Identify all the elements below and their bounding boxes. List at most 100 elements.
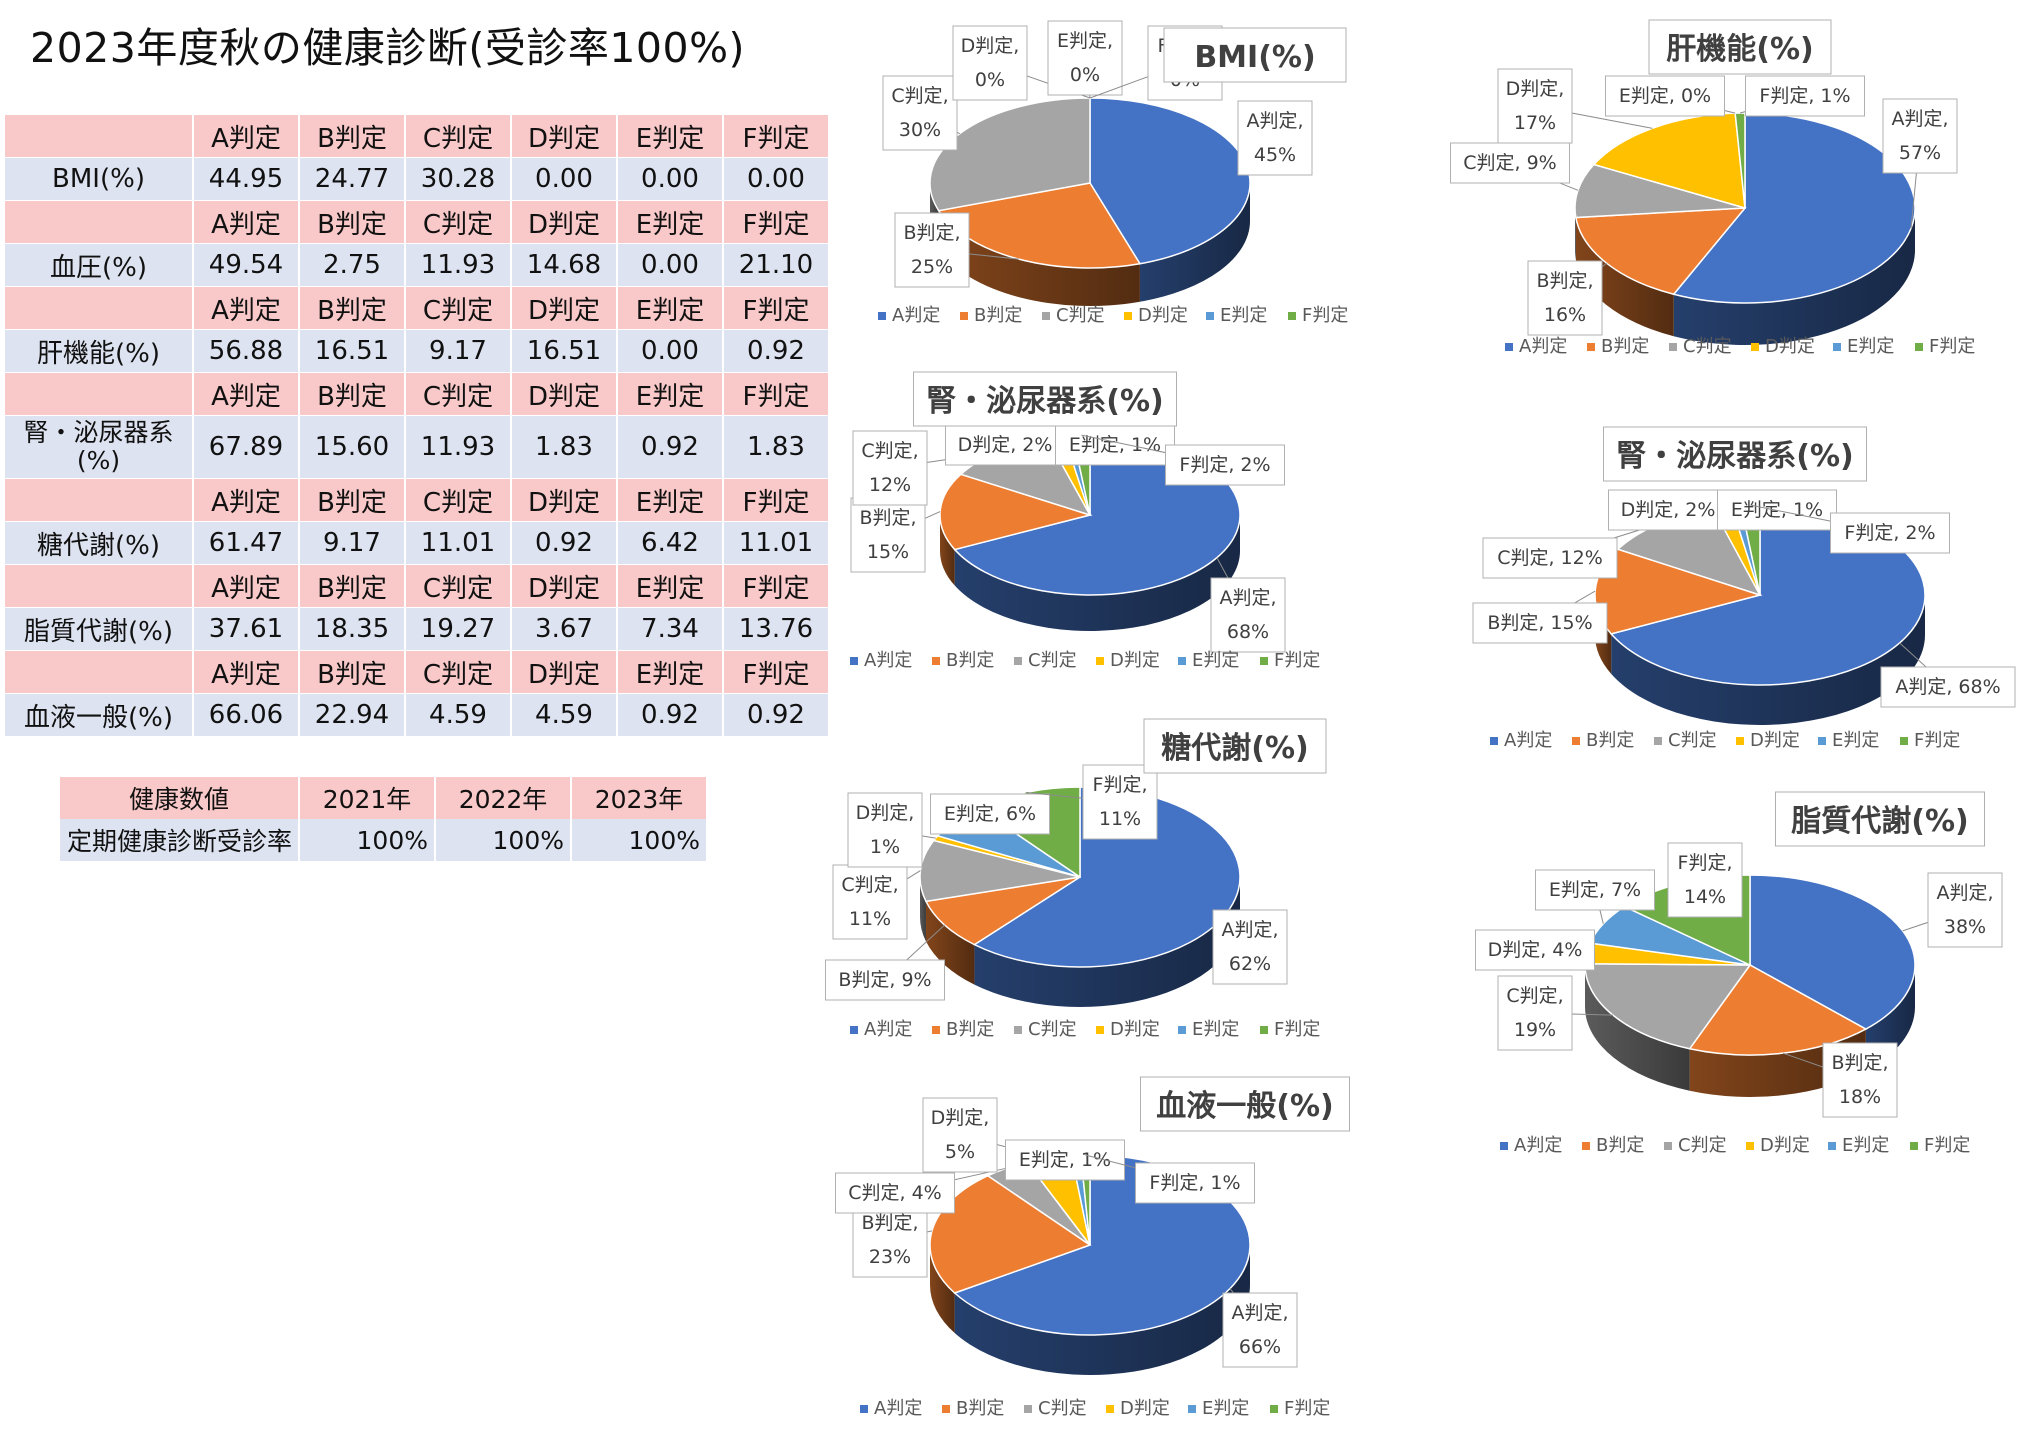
pie-top (929, 97, 1251, 269)
legend-label-A判定: A判定 (864, 1019, 912, 1040)
result-value-row: 血液一般(%) 66.06 22.94 4.59 4.59 0.92 0.92 (5, 693, 830, 737)
result-value-cell: 0.92 (723, 693, 830, 737)
legend-swatch-A判定 (1500, 1142, 1508, 1150)
legend-label-E判定: E判定 (1202, 1398, 1249, 1419)
data-label-A判定: A判定, 68% (1219, 587, 1276, 643)
pie-slice-side-B判定 (930, 1245, 955, 1334)
legend-label-F判定: F判定 (1274, 650, 1320, 671)
data-label-box (1005, 1139, 1125, 1181)
chart-title-box (913, 371, 1177, 427)
chart-legend: A判定 B判定 C判定 D判定 E判定 F判定 (1490, 730, 1960, 751)
grade-header-cell: A判定 (193, 372, 300, 416)
pie-side-walls (920, 877, 1240, 1007)
pie-slice-C判定 (929, 97, 1091, 212)
legend-swatch-D判定 (1746, 1142, 1754, 1150)
legend-swatch-B判定 (932, 657, 940, 665)
data-label-box (1667, 842, 1743, 918)
result-value-cell: 14.68 (511, 243, 618, 287)
grade-header-cell: B判定 (299, 564, 406, 608)
glucose-pie-chart: A判定, 62% B判定, 9% C判定, 11% D判定, 1% E判定, 6% F判定, 11… (825, 718, 1327, 1040)
blood-pie-chart: A判定, 66% B判定, 23% C判定, 4% D判定, 5% E判定, 1% F判定, 1… (835, 1076, 1350, 1419)
legend-swatch-A判定 (878, 312, 886, 320)
legend-label-C判定: C判定 (1678, 1135, 1727, 1156)
data-label-D判定: D判定, 4% (1488, 939, 1583, 961)
grade-header-cell: E判定 (617, 200, 724, 244)
lipid-pie-chart: A判定, 38% B判定, 18% C判定, 19% D判定, 4% E判定, 7% F判定, 1… (1475, 791, 2003, 1156)
data-label-box (1608, 489, 1728, 531)
legend-swatch-D判定 (1096, 657, 1104, 665)
data-label-box (1055, 424, 1175, 466)
data-label-box (1237, 100, 1313, 176)
legend-swatch-D判定 (1751, 343, 1759, 351)
data-label-C判定: C判定, 11% (841, 874, 898, 930)
pie-data-labels: A判定, 66% B判定, 23% C判定, 4% D判定, 5% E判定, 1% F判定, 1… (835, 1097, 1298, 1368)
kidney-pie-chart-left: A判定, 68% B判定, 15% C判定, 12% D判定, 2% E判定, 1% F判定, … (850, 371, 1320, 671)
legend-label-D判定: D判定 (1760, 1135, 1810, 1156)
data-label-box (1047, 20, 1123, 96)
chart-title-box (1140, 1076, 1350, 1132)
data-label-B判定: B判定, 16% (1536, 270, 1593, 326)
grade-header-cell: C判定 (405, 478, 512, 522)
legend-swatch-A判定 (860, 1405, 868, 1413)
data-label-box (930, 793, 1050, 835)
rate-row-label: 定期健康診断受診率 (60, 819, 300, 861)
grade-header-cell: E判定 (617, 372, 724, 416)
data-label-box (852, 1202, 928, 1278)
data-label-box (922, 1097, 998, 1173)
data-label-E判定: E判定, 1% (1019, 1149, 1111, 1171)
legend-label-F判定: F判定 (1302, 305, 1348, 326)
result-value-cell: 7.34 (617, 607, 724, 651)
data-label-D判定: D判定, 17% (1506, 78, 1565, 134)
legend-label-F判定: F判定 (1274, 1019, 1320, 1040)
result-value-cell: 19.27 (405, 607, 512, 651)
grade-header-cell: B判定 (299, 200, 406, 244)
pie-data-labels: A判定, 38% B判定, 18% C判定, 19% D判定, 4% E判定, 7% F判定, 1… (1475, 842, 2003, 1118)
data-label-box (1472, 602, 1608, 644)
grade-header-cell: A判定 (193, 564, 300, 608)
data-label-box (850, 497, 926, 573)
legend-label-C判定: C判定 (1683, 336, 1732, 357)
result-value-cell: 0.00 (617, 157, 724, 201)
data-label-B判定: B判定, 15% (1487, 612, 1592, 634)
data-label-C判定: C判定, 19% (1506, 985, 1563, 1041)
data-label-box (1165, 444, 1285, 486)
result-value-cell: 0.00 (617, 329, 724, 373)
grade-header-cell: E判定 (617, 478, 724, 522)
legend-label-B判定: B判定 (1601, 336, 1649, 357)
legend-label-F判定: F判定 (1914, 730, 1960, 751)
result-value-row: 腎・泌尿器系 (%) 67.89 15.60 11.93 1.83 0.92 1.83 (5, 415, 830, 479)
legend-swatch-A判定 (850, 1026, 858, 1034)
data-label-box (1222, 1292, 1298, 1368)
grade-header-row: A判定 B判定 C判定 D判定 E判定 F判定 (5, 115, 830, 158)
header-blank-cell (5, 478, 194, 522)
pie-slice-side-B判定 (1575, 217, 1674, 337)
data-label-box (882, 75, 958, 151)
legend-swatch-F判定 (1270, 1405, 1278, 1413)
result-value-cell: 0.92 (617, 415, 724, 479)
chart-legend: A判定 B判定 C判定 D判定 E判定 F判定 (1500, 1135, 1970, 1156)
data-label-box (835, 1172, 955, 1214)
grade-header-cell: E判定 (617, 564, 724, 608)
result-value-cell: 24.77 (299, 157, 406, 201)
legend-label-E判定: E判定 (1847, 336, 1894, 357)
data-label-F判定: F判定, 11% (1093, 774, 1148, 830)
legend-swatch-C判定 (1669, 343, 1677, 351)
chart-legend: A判定 B判定 C判定 D判定 E判定 F判定 (878, 305, 1348, 326)
legend-label-A判定: A判定 (864, 650, 912, 671)
chart-legend: A判定 B判定 C判定 D判定 E判定 F判定 (1505, 336, 1975, 357)
legend-label-D判定: D判定 (1110, 1019, 1160, 1040)
result-value-row: 脂質代謝(%) 37.61 18.35 19.27 3.67 7.34 13.76 (5, 607, 830, 651)
legend-swatch-C判定 (1664, 1142, 1672, 1150)
pie-slice-side-C判定 (1585, 965, 1690, 1091)
data-label-B判定: B判定, 18% (1831, 1052, 1888, 1108)
pie-data-labels: A判定, 68% B判定, 15% C判定, 12% D判定, 2% E判定, 1% F判定, … (850, 424, 1286, 653)
grade-header-row: A判定 B判定 C判定 D判定 E判定 F判定 (5, 286, 830, 330)
grade-header-cell: F判定 (723, 564, 830, 608)
legend-swatch-E判定 (1206, 312, 1214, 320)
legend-label-A判定: A判定 (1504, 730, 1552, 751)
header-blank-cell (5, 115, 194, 158)
data-label-box (1497, 975, 1573, 1051)
pie-slice-side-A判定 (1611, 595, 1925, 725)
result-value-cell: 18.35 (299, 607, 406, 651)
data-label-box (1745, 75, 1865, 117)
